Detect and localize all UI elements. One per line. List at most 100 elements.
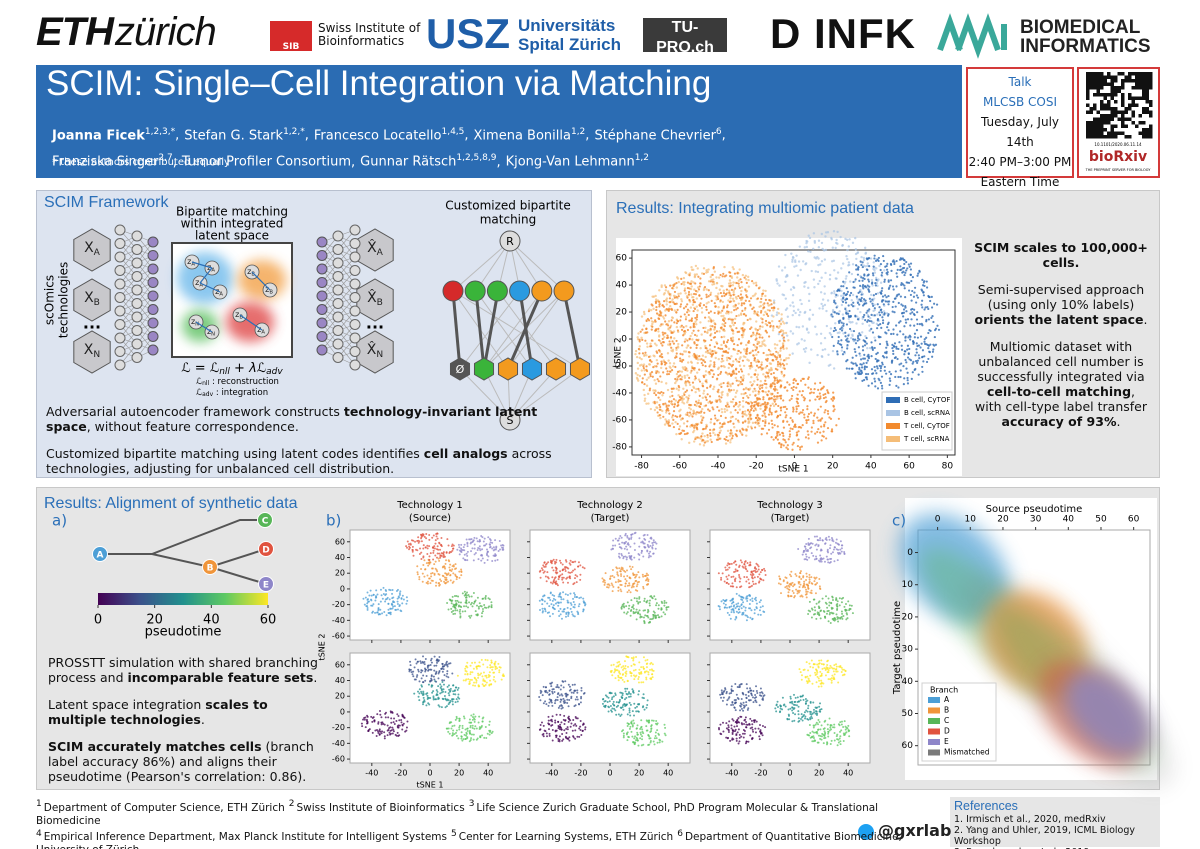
cloud-dot [473, 553, 476, 556]
cloud-dot [898, 363, 901, 366]
cloud-dot [765, 313, 769, 316]
cloud-dot [784, 253, 787, 257]
cloud-dot [462, 715, 465, 718]
cloud-dot [721, 275, 724, 278]
cloud-dot [813, 382, 817, 385]
cloud-dot [788, 435, 791, 438]
cloud-dot [751, 280, 754, 283]
cloud-dot [411, 550, 414, 553]
cloud-dot [702, 267, 706, 270]
cloud-dot [844, 277, 848, 280]
cloud-dot [383, 731, 386, 734]
cloud-dot [365, 605, 368, 608]
cloud-dot [750, 427, 753, 430]
cloud-dot [846, 344, 849, 347]
cloud-dot [439, 544, 442, 547]
cloud-dot [465, 731, 468, 734]
cloud-dot [638, 374, 642, 378]
cloud-dot [481, 717, 484, 720]
cloud-dot [422, 547, 425, 550]
cloud-dot [819, 291, 823, 294]
qr-module [1110, 89, 1114, 93]
cloud-dot [435, 581, 438, 584]
cloud-dot [823, 303, 827, 307]
cloud-dot [876, 367, 879, 370]
matching-terminal [499, 409, 521, 431]
latent-label-symbol: z [235, 310, 239, 319]
cloud-dot [481, 548, 484, 551]
cloud-dot [407, 543, 410, 546]
cloud-dot [855, 297, 859, 300]
cloud-dot [875, 372, 878, 375]
qr-module [1145, 131, 1149, 135]
cloud-dot [432, 696, 435, 699]
cloud-dot [455, 734, 458, 737]
qr-module [1100, 86, 1104, 90]
cloud-dot [460, 543, 463, 546]
cloud-dot [469, 616, 472, 619]
cloud-dot [824, 231, 828, 234]
cloud-dot [557, 604, 560, 607]
cloud-dot [744, 420, 747, 423]
cloud-dot [888, 370, 891, 373]
cloud-dot [849, 291, 853, 295]
cloud-dot [370, 604, 373, 607]
cloud-dot [775, 358, 778, 361]
cloud-dot [873, 307, 876, 310]
formula: ℒ = ℒnll + λℒadv [181, 361, 283, 377]
cloud-dot [727, 388, 731, 391]
cloud-dot [754, 338, 757, 341]
cloud-dot [472, 591, 475, 594]
qr-module [1124, 110, 1128, 114]
cloud-dot [664, 314, 667, 317]
cloud-dot [756, 418, 759, 422]
cloud-dot [732, 388, 736, 392]
qr-module [1086, 103, 1090, 107]
cloud-dot [720, 385, 723, 388]
cloud-dot [902, 315, 905, 318]
cloud-dot [693, 288, 696, 291]
cloud-dot [878, 379, 881, 382]
cloud-dot [689, 360, 693, 364]
cloud-dot [430, 684, 433, 687]
qr-module [1103, 93, 1107, 97]
cloud-dot [838, 331, 841, 334]
net-node [147, 331, 159, 342]
cloud-dot [422, 701, 425, 704]
legend-swatch [886, 397, 900, 403]
cloud-dot [865, 311, 868, 314]
cloud-dot [449, 574, 452, 577]
cloud-dot [477, 672, 480, 675]
cloud-dot [425, 704, 428, 707]
cloud-dot [768, 410, 772, 413]
qr-module [1138, 114, 1142, 118]
cloud-dot [455, 729, 458, 732]
cloud-dot [738, 364, 742, 367]
cloud-dot [783, 374, 786, 377]
cloud-dot [798, 245, 802, 248]
cloud-dot [653, 342, 657, 345]
cloud-dot [444, 567, 447, 570]
cloud-dot [709, 359, 712, 363]
qr-module [1096, 110, 1100, 114]
cloud-dot [813, 388, 816, 391]
cloud-dot [713, 328, 716, 331]
cloud-dot [736, 360, 739, 363]
cloud-dot [764, 401, 767, 404]
cloud-dot [923, 280, 926, 283]
cloud-dot [729, 411, 733, 414]
cloud-dot [702, 416, 705, 419]
cloud-dot [472, 602, 475, 605]
cloud-dot [799, 446, 802, 449]
cloud-dot [467, 606, 470, 609]
cloud-dot [379, 710, 382, 713]
cloud-dot [850, 336, 853, 340]
cloud-dot [435, 535, 438, 538]
cloud-dot [415, 675, 418, 678]
cloud-dot [420, 536, 423, 539]
cloud-dot [888, 286, 891, 289]
cloud-dot [460, 571, 463, 574]
cloud-dot [475, 537, 478, 540]
cloud-dot [854, 248, 858, 251]
cloud-dot [669, 326, 672, 329]
